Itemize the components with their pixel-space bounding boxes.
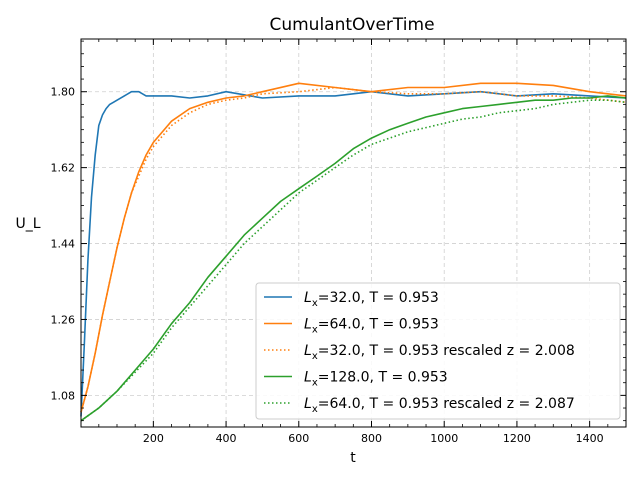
x-tick-label: 400 [216, 432, 237, 445]
x-axis-label: t [350, 450, 356, 466]
y-axis-label: U_L [15, 216, 40, 232]
chart-title: CumulantOverTime [269, 15, 434, 35]
ticks: 200 400 600 800 1000 1200 1400 1.08 1.26 1.44 1.62… [51, 39, 626, 445]
y-tick-label: 1.80 [51, 86, 76, 99]
legend-label: Lx=64.0, T = 0.953 rescaled z = 2.087 [304, 396, 575, 415]
y-tick-label: 1.08 [51, 389, 76, 402]
legend-box [255, 282, 621, 420]
x-tick-label: 200 [143, 432, 164, 445]
x-tick-label: 800 [361, 432, 382, 445]
series-layer [80, 82, 627, 422]
x-tick-label: 600 [288, 432, 309, 445]
legend-label: Lx=32.0, T = 0.953 rescaled z = 2.008 [304, 343, 575, 362]
x-tick-label: 1200 [503, 432, 531, 445]
legend-label: Lx=128.0, T = 0.953 [304, 370, 448, 389]
legend: Lx=32.0, T = 0.953 Lx=64.0, T = 0.953 Lx=3… [255, 282, 621, 420]
x-tick-label: 1400 [576, 432, 604, 445]
y-tick-label: 1.44 [51, 238, 76, 251]
y-tick-label: 1.26 [51, 313, 76, 326]
series-line-3 [80, 86, 627, 413]
x-tick-label: 1000 [430, 432, 458, 445]
series-line-4 [80, 95, 627, 422]
y-tick-label: 1.62 [51, 162, 76, 175]
legend-label: Lx=32.0, T = 0.953 [304, 290, 439, 309]
legend-label: Lx=64.0, T = 0.953 [304, 317, 439, 336]
